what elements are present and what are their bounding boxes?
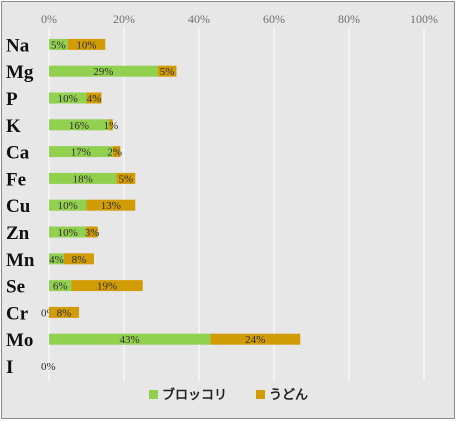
bar-segment: [49, 38, 68, 50]
category-label: Cr: [6, 303, 29, 324]
category-label: Mo: [6, 330, 33, 351]
data-label: 5%: [160, 66, 175, 78]
bar-segment: [86, 92, 102, 104]
bar-segment: [109, 119, 113, 131]
data-label: 24%: [245, 334, 265, 346]
bar-segment: [210, 333, 301, 345]
x-tick-label: 60%: [263, 12, 285, 26]
bar-segment: [49, 280, 72, 292]
x-tick-label: 40%: [188, 12, 210, 26]
data-label: 1%: [104, 120, 119, 132]
data-label: 10%: [76, 39, 96, 51]
data-label: 13%: [101, 200, 121, 212]
legend-swatch: [149, 390, 158, 399]
data-label: 43%: [120, 334, 140, 346]
x-tick-label: 80%: [338, 12, 360, 26]
category-label: K: [6, 116, 21, 137]
x-tick-label: 0%: [41, 12, 57, 26]
data-label: 10%: [58, 200, 78, 212]
data-label: 5%: [51, 39, 66, 51]
category-label: Fe: [6, 169, 26, 190]
bar-segment: [49, 199, 87, 211]
legend-label: うどん: [269, 388, 308, 403]
data-label: 4%: [87, 93, 102, 105]
bar-segment: [49, 253, 64, 265]
data-label: 17%: [71, 147, 91, 159]
bar-segment: [49, 65, 158, 77]
bar-segment: [116, 172, 136, 184]
data-label: 3%: [85, 227, 100, 239]
category-label: Mg: [6, 62, 34, 83]
data-label: 0%: [41, 361, 56, 373]
data-label: 5%: [119, 173, 134, 185]
bar-segment: [49, 146, 113, 158]
data-label: 19%: [97, 281, 117, 293]
bar-segment: [86, 199, 136, 211]
bar-segment: [86, 226, 98, 238]
bar-segment: [49, 306, 79, 318]
category-label: Mn: [6, 250, 35, 271]
x-tick-label: 100%: [410, 12, 438, 26]
bar-segment: [49, 119, 109, 131]
data-label: 16%: [69, 120, 89, 132]
category-label: P: [6, 89, 18, 110]
x-tick-label: 20%: [113, 12, 135, 26]
category-label: I: [6, 357, 13, 378]
bar-segment: [112, 146, 121, 158]
bar-segment: [157, 65, 177, 77]
bar-segment: [49, 92, 87, 104]
category-label: Se: [6, 277, 25, 298]
data-label: 8%: [72, 254, 87, 266]
data-label: 2%: [107, 147, 122, 159]
category-label: Zn: [6, 223, 30, 244]
legend-label: ブロッコリ: [162, 387, 227, 403]
bar-segment: [49, 226, 87, 238]
data-label: 10%: [58, 93, 78, 105]
data-label: 6%: [53, 281, 68, 293]
bar-segment: [64, 253, 94, 265]
bar-segment: [49, 333, 211, 345]
data-label: 10%: [58, 227, 78, 239]
legend-swatch: [256, 390, 265, 399]
data-label: 18%: [73, 173, 93, 185]
data-label: 4%: [49, 254, 64, 266]
bar-segment: [49, 172, 117, 184]
data-label: 8%: [57, 307, 72, 319]
data-label: 29%: [93, 66, 113, 78]
bar-segment: [67, 38, 106, 50]
category-label: Ca: [6, 143, 30, 164]
category-label: Cu: [6, 196, 31, 217]
bar-segment: [71, 280, 143, 292]
category-label: Na: [6, 35, 30, 56]
